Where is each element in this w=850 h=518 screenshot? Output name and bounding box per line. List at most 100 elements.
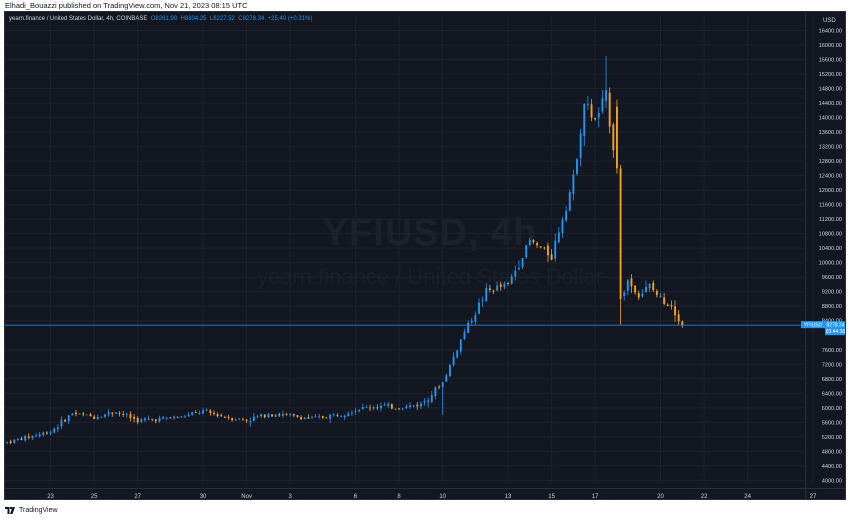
candle-body xyxy=(183,416,186,418)
time-tick-label: 22 xyxy=(701,494,708,500)
candle-body xyxy=(162,417,165,419)
candle-body xyxy=(104,414,106,417)
candle-body xyxy=(637,293,640,298)
candle-body xyxy=(325,417,328,419)
candle-body xyxy=(144,418,146,421)
candle-body xyxy=(67,415,70,422)
candle-body xyxy=(278,414,281,416)
legend-close-value: 8278.34 xyxy=(242,16,265,22)
time-tick-label: 15 xyxy=(548,494,555,500)
price-badge xyxy=(825,321,845,336)
price-tick-label: 6800.00 xyxy=(822,377,842,383)
candle-body xyxy=(503,283,506,288)
candle-body xyxy=(267,413,270,418)
candle-body xyxy=(369,407,372,409)
candle-body xyxy=(256,416,259,418)
candle-body xyxy=(129,414,132,419)
price-tick-label: 12000.00 xyxy=(819,188,842,194)
candle-body xyxy=(579,133,582,158)
candle-body xyxy=(56,427,59,430)
candle-body xyxy=(245,420,248,422)
candle-body xyxy=(114,412,117,414)
candle-body xyxy=(238,418,241,420)
candle-body xyxy=(358,410,361,412)
candle-body xyxy=(318,416,321,418)
candle-body xyxy=(223,416,226,418)
time-tick-label: 3 xyxy=(289,494,293,500)
candle-body xyxy=(423,401,426,403)
candle-body xyxy=(452,356,455,365)
candle-body xyxy=(180,416,183,418)
legend-open-value: 8261.90 xyxy=(155,16,178,22)
candle-body xyxy=(463,332,466,340)
candle-body xyxy=(652,282,655,291)
candle-body xyxy=(601,98,604,112)
candle-body xyxy=(176,417,179,418)
candle-body xyxy=(427,400,430,403)
candle-body xyxy=(565,211,568,221)
candle-body xyxy=(205,409,208,411)
price-tick-label: 9200.00 xyxy=(822,290,842,296)
candle-body xyxy=(49,432,52,434)
candle-body xyxy=(419,403,422,407)
candle-body xyxy=(292,414,295,416)
candle-body xyxy=(514,270,517,277)
candle-body xyxy=(619,168,622,299)
candle-body xyxy=(612,124,615,151)
price-tick-label: 7200.00 xyxy=(822,362,842,368)
time-tick-label: 30 xyxy=(200,494,207,500)
candle-body xyxy=(64,419,67,422)
legend-open-label: O xyxy=(150,16,156,22)
candlestick-chart[interactable]: 23 25 27 30 Nov 3 6 8 10 13 15 17 20 22 24 27 USD 16400.0… xyxy=(5,12,846,500)
legend-close-label: C xyxy=(238,16,243,22)
candle-body xyxy=(187,414,190,417)
time-tick-label: 10 xyxy=(439,494,446,500)
candle-body xyxy=(641,293,644,297)
symbol-badge-label: YFIUSD xyxy=(804,323,823,329)
price-tick-label: 13200.00 xyxy=(819,145,842,151)
candle-body xyxy=(438,386,440,388)
candle-body xyxy=(547,245,549,256)
candle-body xyxy=(24,435,27,441)
candle-body xyxy=(474,314,477,322)
candle-body xyxy=(82,413,85,415)
candle-body xyxy=(16,439,19,440)
candle-body xyxy=(285,414,288,416)
candle-body xyxy=(488,288,491,291)
candle-body xyxy=(27,436,30,438)
time-tick-label: 27 xyxy=(134,494,141,500)
candle-body xyxy=(608,92,611,127)
candle-body xyxy=(20,438,23,440)
candle-body xyxy=(467,322,470,333)
candle-body xyxy=(343,415,346,418)
candle-body xyxy=(677,314,680,322)
candle-body xyxy=(470,320,473,323)
time-tick-label: 13 xyxy=(505,494,512,500)
candle-body xyxy=(492,290,495,292)
candle-body xyxy=(543,247,546,249)
chart-panel[interactable]: yearn.finance / United States Dollar, 4h… xyxy=(4,11,846,500)
candle-body xyxy=(376,407,379,409)
candle-body xyxy=(165,417,168,419)
candle-body xyxy=(89,414,92,417)
candle-body xyxy=(321,416,324,418)
time-tick-label: 20 xyxy=(657,494,664,500)
candle-body xyxy=(311,416,313,418)
price-tick-label: 14000.00 xyxy=(819,116,842,122)
candle-body xyxy=(456,350,459,358)
candle-body xyxy=(568,192,571,211)
candle-body xyxy=(576,159,578,174)
candle-body xyxy=(634,285,637,293)
legend-change: +25.40 (+0.31%) xyxy=(267,16,313,22)
candle-body xyxy=(234,419,237,421)
candle-body xyxy=(350,412,353,414)
candle-body xyxy=(398,408,401,410)
candle-body xyxy=(586,104,589,105)
candle-body xyxy=(434,387,437,396)
candle-body xyxy=(281,413,284,416)
price-tick-label: 12400.00 xyxy=(819,174,842,180)
candle-body xyxy=(663,297,666,304)
candle-body xyxy=(93,416,96,419)
candle-body xyxy=(231,418,234,421)
time-tick-label: Nov xyxy=(241,494,252,500)
